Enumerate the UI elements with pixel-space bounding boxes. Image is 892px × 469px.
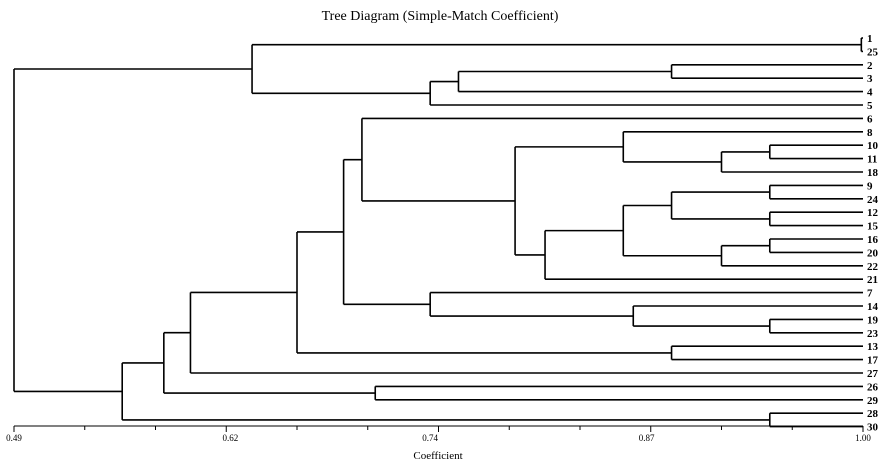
leaf-label: 24 [867, 194, 879, 206]
leaf-label: 14 [867, 301, 879, 313]
leaf-label: 1 [867, 33, 873, 45]
x-tick-label: 0.87 [639, 433, 655, 443]
x-axis-label: Coefficient [413, 450, 462, 462]
leaf-label: 10 [867, 140, 879, 152]
leaf-label: 8 [867, 127, 873, 139]
leaf-label: 3 [867, 73, 873, 85]
leaf-label: 23 [867, 328, 879, 340]
leaf-label: 15 [867, 221, 879, 233]
leaf-label: 18 [867, 167, 879, 179]
x-axis: 0.49 0.62 0.74 0.87 1.00 [6, 425, 871, 443]
x-tick-label: 0.49 [6, 433, 22, 443]
x-tick-label: 0.74 [422, 433, 438, 443]
leaf-label: 17 [867, 355, 879, 367]
leaf-label: 6 [867, 113, 873, 125]
x-tick-label: 1.00 [855, 433, 871, 443]
leaf-label: 11 [867, 154, 877, 166]
leaf-label: 5 [867, 100, 873, 112]
leaf-label: 25 [867, 46, 879, 58]
leaf-label: 30 [867, 422, 879, 434]
leaf-labels: 1252345681011189241215162022217141923131… [867, 33, 879, 434]
leaf-label: 29 [867, 395, 879, 407]
leaf-label: 21 [867, 274, 878, 286]
leaf-label: 20 [867, 247, 879, 259]
leaf-label: 7 [867, 288, 873, 300]
leaf-label: 12 [867, 207, 879, 219]
leaf-label: 2 [867, 60, 873, 72]
leaf-label: 19 [867, 314, 879, 326]
leaf-label: 27 [867, 368, 879, 380]
leaf-label: 13 [867, 341, 879, 353]
leaf-label: 28 [867, 408, 879, 420]
leaf-label: 26 [867, 381, 879, 393]
leaf-label: 9 [867, 180, 873, 192]
leaf-label: 22 [867, 261, 879, 273]
leaf-label: 16 [867, 234, 879, 246]
leaf-label: 4 [867, 87, 873, 99]
x-tick-label: 0.62 [223, 433, 239, 443]
chart-title: Tree Diagram (Simple-Match Coefficient) [322, 9, 559, 24]
dendrogram-branches [13, 37, 863, 428]
